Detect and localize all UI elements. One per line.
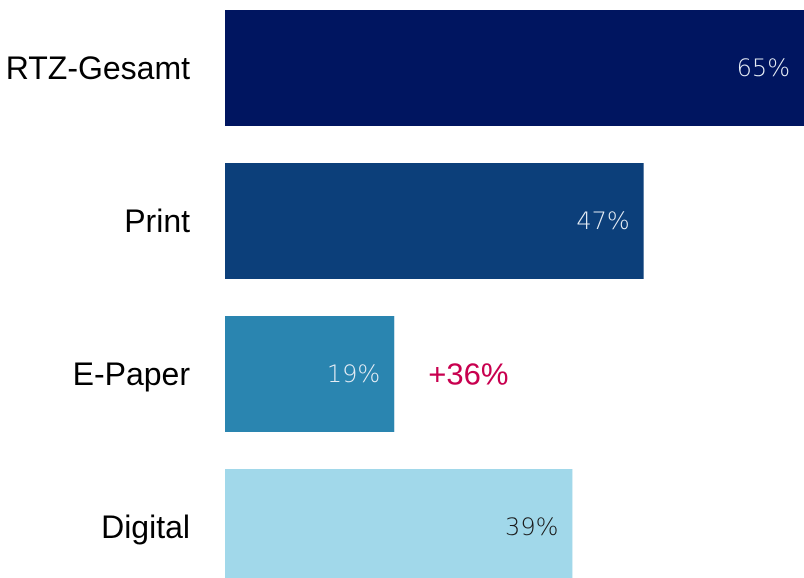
category-label-e-paper: E-Paper	[73, 356, 191, 392]
value-label-print: 47%	[576, 207, 629, 235]
category-label-print: Print	[124, 203, 190, 239]
annotation-e-paper-change: +36%	[428, 357, 508, 392]
bar-print	[225, 163, 644, 279]
value-label-e-paper: 19%	[327, 360, 380, 388]
value-label-rtz-gesamt: 65%	[737, 54, 790, 82]
bar-rtz-gesamt	[225, 10, 804, 126]
value-label-digital: 39%	[505, 513, 558, 541]
bar-e-paper	[225, 316, 395, 432]
category-label-rtz-gesamt: RTZ-Gesamt	[6, 50, 190, 86]
category-label-digital: Digital	[101, 509, 190, 545]
bar-digital	[225, 469, 573, 578]
